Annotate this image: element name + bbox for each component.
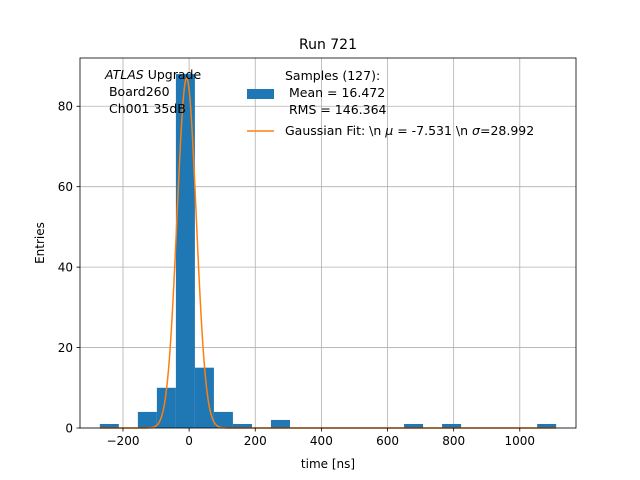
annotation-atlas: ATLAS xyxy=(104,67,144,82)
x-axis-ticks: −200 0 200 400 600 800 1000 xyxy=(107,428,536,448)
y-tick-label: 80 xyxy=(58,100,73,114)
y-tick-label: 40 xyxy=(58,260,73,274)
legend-samples-line-2: Mean = 16.472 xyxy=(285,85,385,100)
legend-fit-mu: μ xyxy=(384,123,393,138)
y-axis-ticks: 0 20 40 60 80 xyxy=(58,100,80,435)
x-tick-label: 400 xyxy=(310,434,333,448)
legend-histogram-swatch xyxy=(247,89,274,99)
y-axis-label: Entries xyxy=(33,222,47,264)
x-axis-label: time [ns] xyxy=(301,457,355,471)
x-tick-label: 800 xyxy=(442,434,465,448)
histogram-bar xyxy=(232,423,252,428)
histogram-bar xyxy=(442,423,462,428)
plot-frame xyxy=(79,57,577,429)
legend-fit-suffix: =28.992 xyxy=(480,123,534,138)
legend-fit-label: Gaussian Fit: \n μ = -7.531 \n σ=28.992 xyxy=(285,123,534,138)
histogram-bar xyxy=(270,419,290,428)
x-tick-label: −200 xyxy=(107,434,140,448)
histogram-bar xyxy=(537,423,557,428)
histogram-bar xyxy=(175,74,195,428)
y-tick-label: 60 xyxy=(58,180,73,194)
legend-fit-sigma: σ xyxy=(472,123,481,138)
atlas-annotation: ATLAS Upgrade Board260 Ch001 35dB xyxy=(104,67,201,116)
x-tick-label: 1000 xyxy=(505,434,536,448)
annotation-board: Board260 xyxy=(105,84,170,99)
x-tick-label: 200 xyxy=(244,434,267,448)
histogram-bar xyxy=(404,423,424,428)
annotation-channel: Ch001 35dB xyxy=(105,101,186,116)
histogram-bar xyxy=(99,423,119,428)
legend-fit-mid: = -7.531 \n xyxy=(393,123,472,138)
annotation-line-1: ATLAS Upgrade xyxy=(104,67,201,82)
legend: Samples (127): Mean = 16.472 RMS = 146.3… xyxy=(247,68,534,138)
histogram-bar xyxy=(137,411,157,428)
y-tick-label: 0 xyxy=(65,421,73,435)
legend-fit-prefix: Gaussian Fit: \n xyxy=(285,123,385,138)
y-tick-label: 20 xyxy=(58,341,73,355)
chart-title: Run 721 xyxy=(299,37,357,53)
histogram-bar xyxy=(213,411,233,428)
histogram-bar xyxy=(194,367,214,428)
x-tick-label: 0 xyxy=(185,434,193,448)
annotation-upgrade: Upgrade xyxy=(144,67,202,82)
x-tick-label: 600 xyxy=(376,434,399,448)
legend-samples-line-1: Samples (127): xyxy=(285,68,380,83)
legend-samples-line-3: RMS = 146.364 xyxy=(285,102,387,117)
